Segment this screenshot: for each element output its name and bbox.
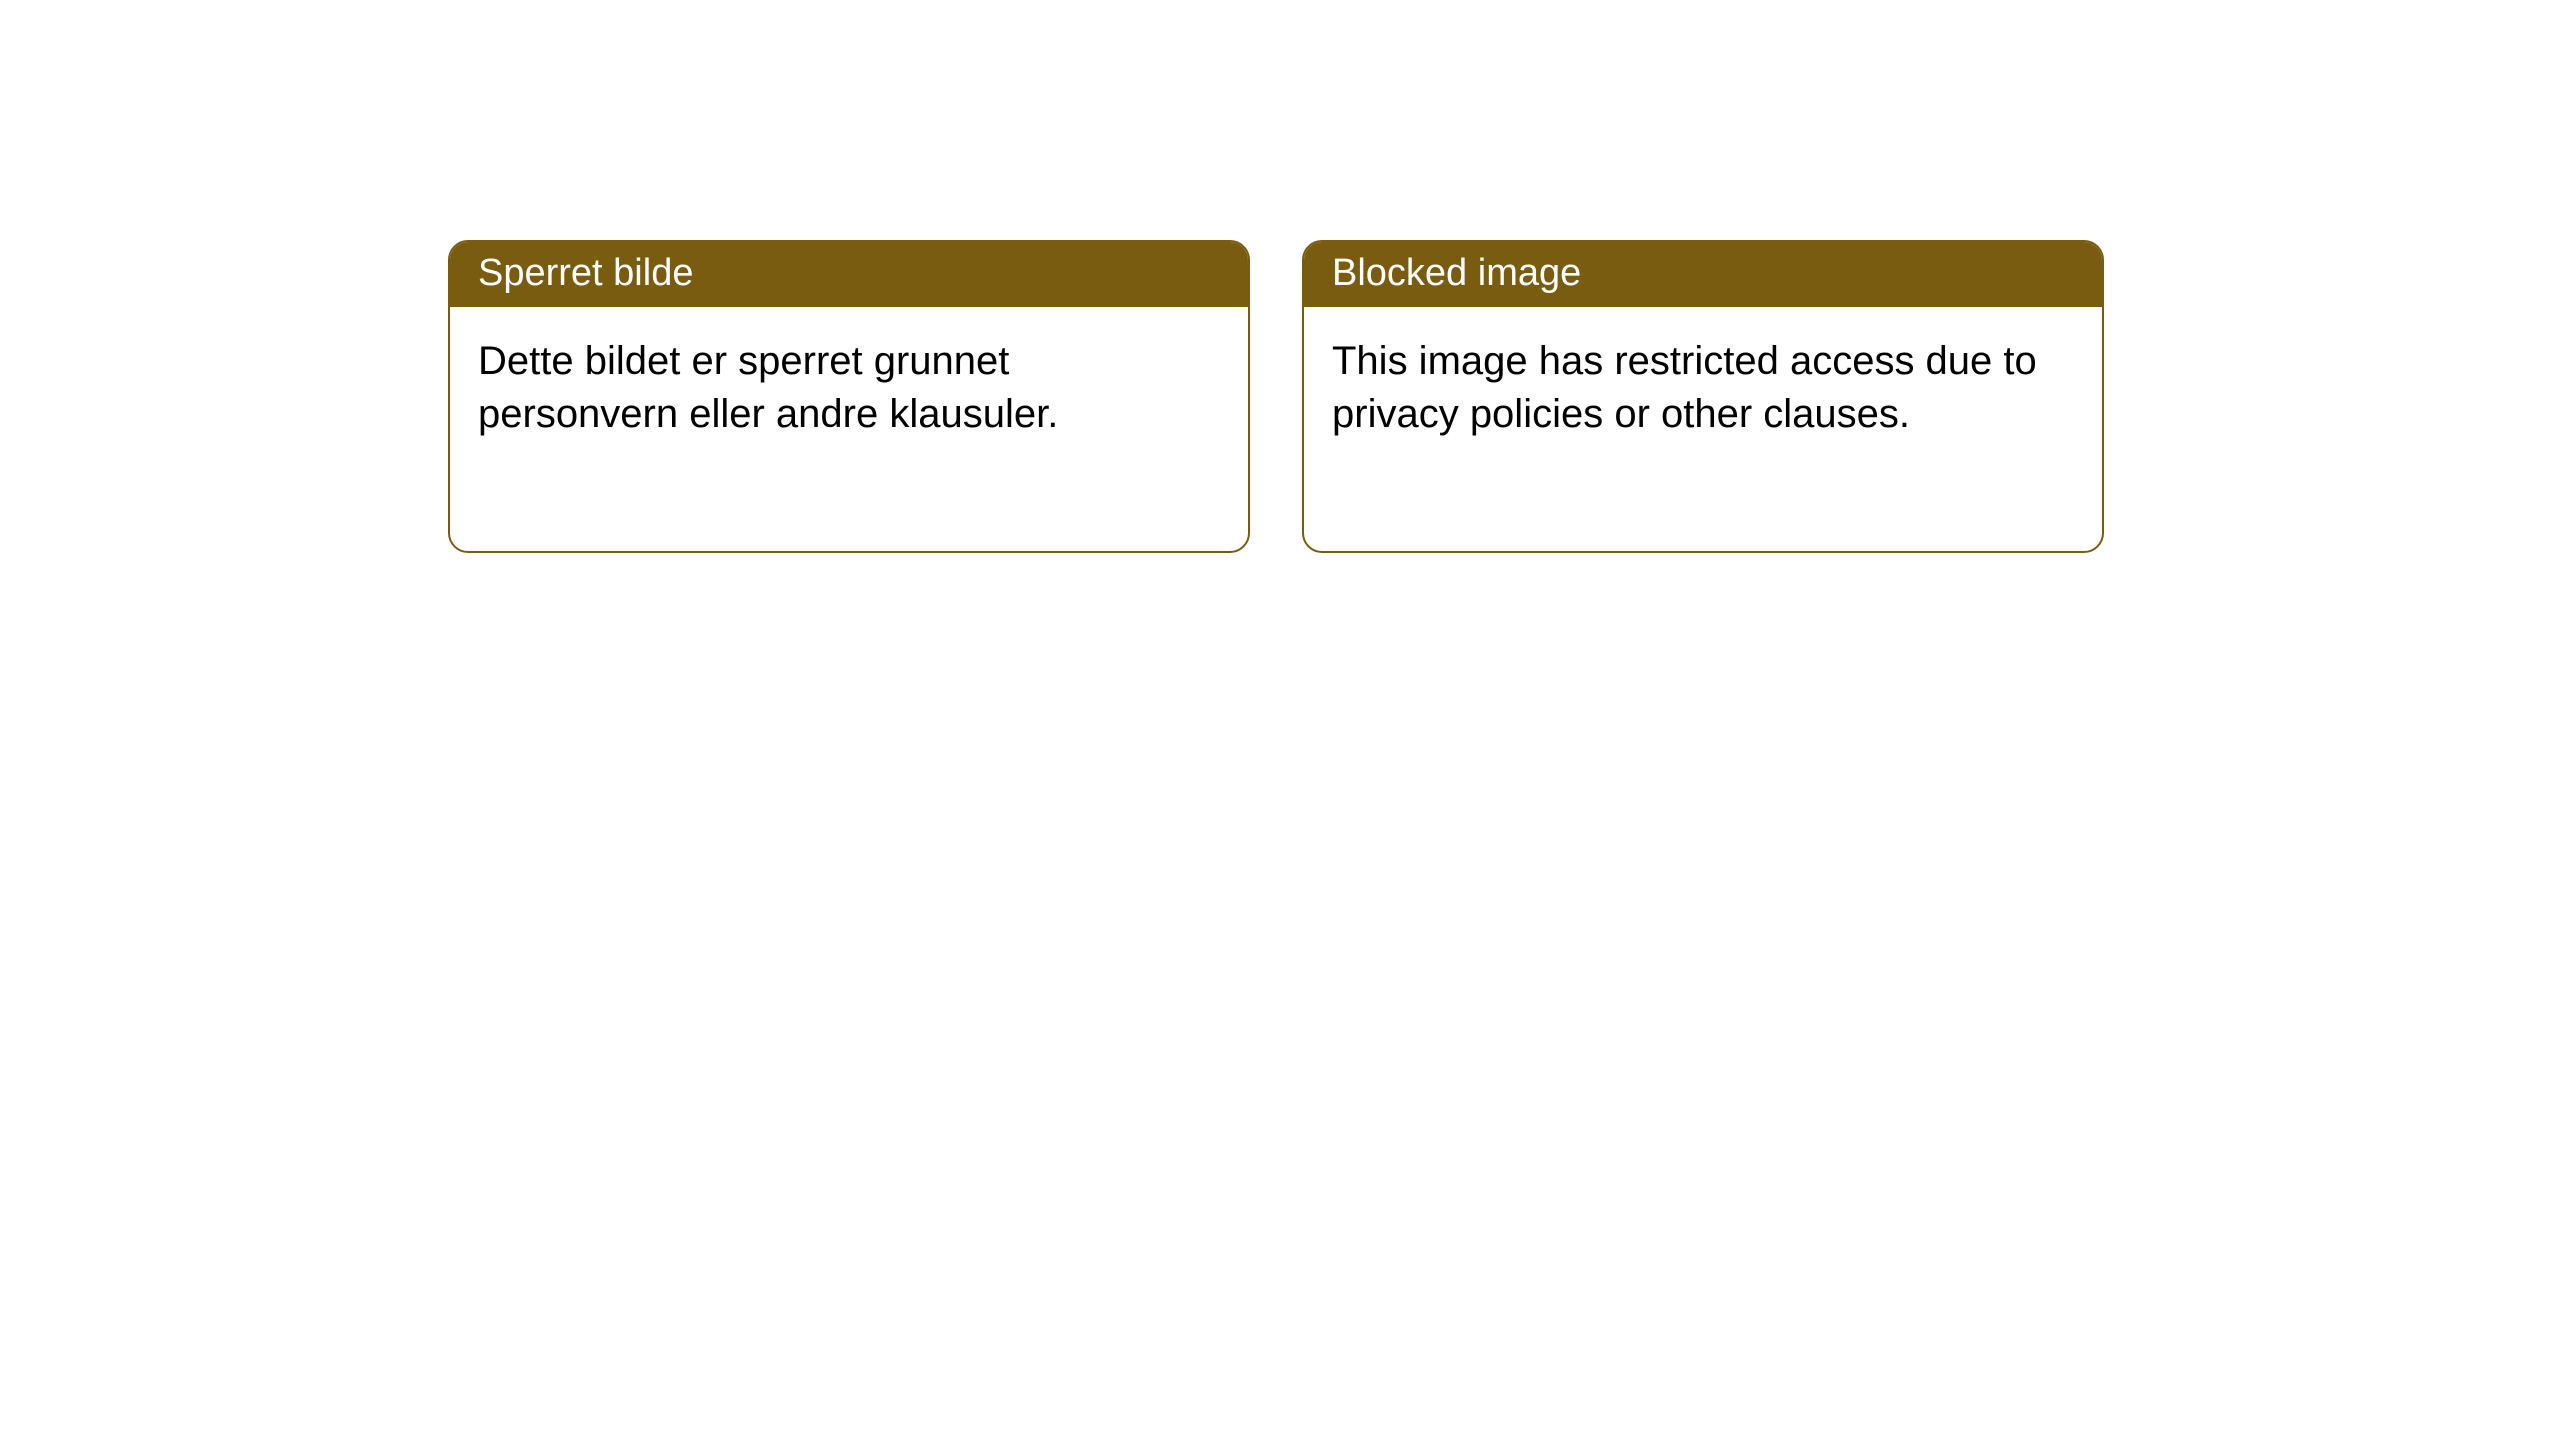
notice-card-norwegian: Sperret bilde Dette bildet er sperret gr… — [448, 240, 1250, 553]
notice-container: Sperret bilde Dette bildet er sperret gr… — [0, 0, 2560, 553]
notice-title: Blocked image — [1304, 242, 2102, 307]
notice-card-english: Blocked image This image has restricted … — [1302, 240, 2104, 553]
notice-body: Dette bildet er sperret grunnet personve… — [450, 307, 1248, 551]
notice-body: This image has restricted access due to … — [1304, 307, 2102, 551]
notice-title: Sperret bilde — [450, 242, 1248, 307]
